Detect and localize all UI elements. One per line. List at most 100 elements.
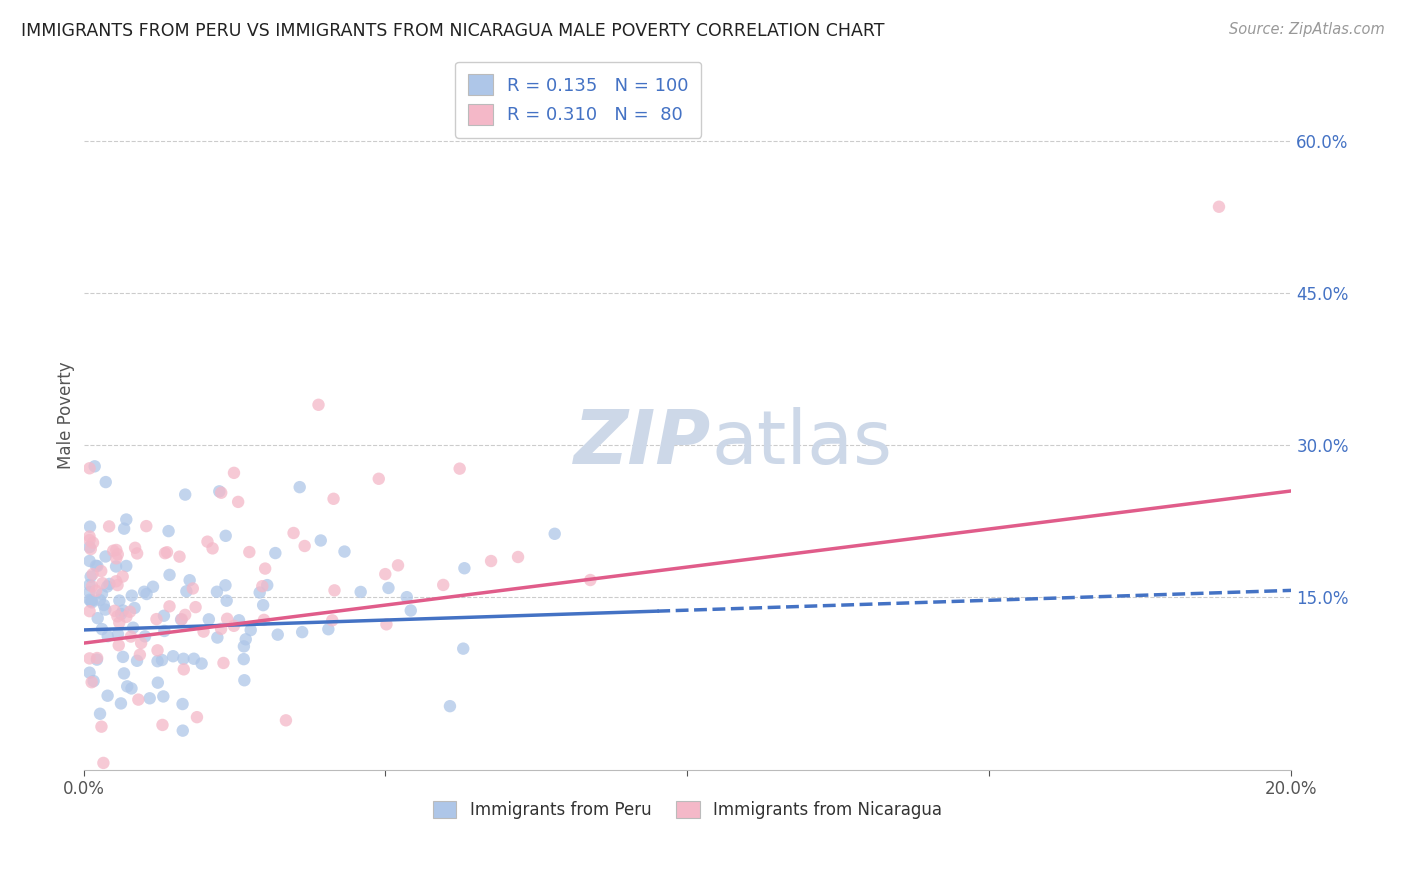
Point <box>193 624 215 639</box>
Point <box>142 580 165 594</box>
Point <box>125 654 148 668</box>
Point <box>233 673 256 688</box>
Point <box>93 756 115 770</box>
Point <box>96 580 118 594</box>
Point <box>98 577 121 591</box>
Point <box>387 558 409 573</box>
Point <box>103 604 125 618</box>
Point <box>121 589 143 603</box>
Point <box>89 706 111 721</box>
Point <box>288 480 311 494</box>
Point <box>323 583 346 598</box>
Point <box>134 629 156 643</box>
Point <box>80 595 103 609</box>
Point <box>451 641 474 656</box>
Point <box>207 631 229 645</box>
Point <box>111 603 134 617</box>
Point <box>107 578 129 592</box>
Point <box>226 495 249 509</box>
Point <box>112 522 135 536</box>
Point <box>544 526 567 541</box>
Point <box>169 549 191 564</box>
Point <box>197 534 219 549</box>
Point <box>103 543 125 558</box>
Point <box>90 564 112 578</box>
Point <box>105 543 128 558</box>
Point <box>79 569 101 583</box>
Point <box>94 602 117 616</box>
Point <box>374 567 396 582</box>
Point <box>350 585 373 599</box>
Point <box>128 648 150 662</box>
Point <box>146 654 169 668</box>
Point <box>222 619 245 633</box>
Point <box>82 567 104 582</box>
Point <box>135 587 157 601</box>
Point <box>156 545 179 559</box>
Point <box>274 714 297 728</box>
Point <box>94 475 117 489</box>
Point <box>238 545 260 559</box>
Point <box>152 718 174 732</box>
Point <box>124 601 146 615</box>
Point <box>153 624 176 638</box>
Point <box>217 612 239 626</box>
Point <box>134 584 156 599</box>
Point <box>90 720 112 734</box>
Point <box>228 613 250 627</box>
Point <box>506 549 529 564</box>
Point <box>98 519 121 533</box>
Point <box>79 554 101 568</box>
Point <box>172 652 194 666</box>
Point <box>579 573 602 587</box>
Point <box>309 533 332 548</box>
Point <box>79 604 101 618</box>
Point <box>235 632 257 647</box>
Point <box>367 472 389 486</box>
Point <box>181 582 204 596</box>
Point <box>86 559 108 574</box>
Point <box>91 587 114 601</box>
Point <box>198 612 221 626</box>
Point <box>184 600 207 615</box>
Point <box>79 651 101 665</box>
Point <box>121 681 143 696</box>
Point <box>479 554 502 568</box>
Point <box>93 598 115 612</box>
Point <box>432 578 454 592</box>
Point <box>222 466 245 480</box>
Point <box>111 569 134 583</box>
Point <box>449 461 471 475</box>
Point <box>115 512 138 526</box>
Point <box>127 546 149 560</box>
Point <box>129 636 152 650</box>
Point <box>122 621 145 635</box>
Point <box>170 612 193 626</box>
Point <box>215 529 238 543</box>
Point <box>253 613 276 627</box>
Point <box>153 608 176 623</box>
Point <box>333 544 356 558</box>
Point <box>395 590 418 604</box>
Point <box>84 583 107 598</box>
Text: atlas: atlas <box>711 407 893 480</box>
Point <box>83 674 105 689</box>
Point <box>209 485 232 500</box>
Point <box>214 578 236 592</box>
Point <box>439 699 461 714</box>
Point <box>176 584 198 599</box>
Point <box>79 461 101 475</box>
Point <box>110 607 132 621</box>
Point <box>83 459 105 474</box>
Point <box>375 617 398 632</box>
Point <box>80 594 103 608</box>
Point <box>190 657 212 671</box>
Point <box>79 592 101 607</box>
Point <box>145 612 167 626</box>
Point <box>201 541 224 556</box>
Point <box>267 628 290 642</box>
Point <box>89 593 111 607</box>
Point <box>115 559 138 574</box>
Point <box>318 622 340 636</box>
Point <box>84 558 107 573</box>
